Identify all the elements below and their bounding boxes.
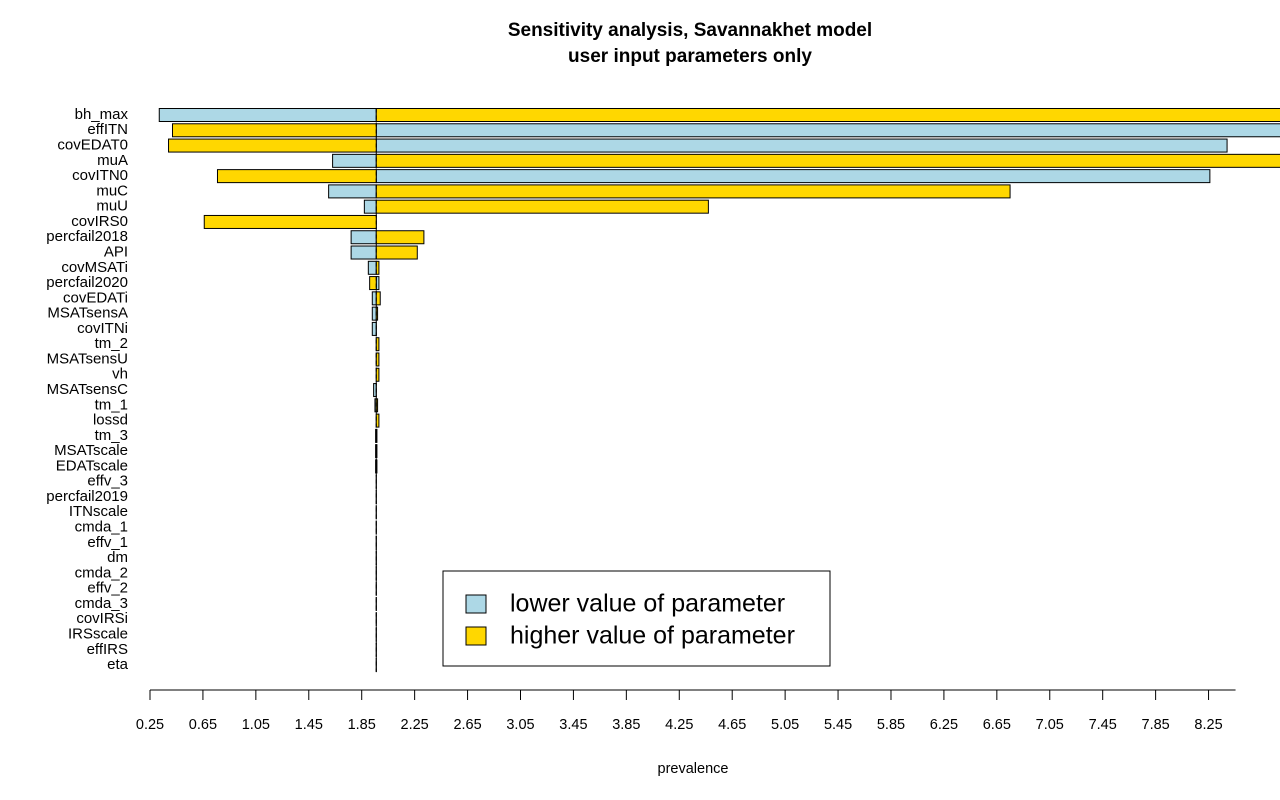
x-tick-label: 1.85 bbox=[348, 717, 376, 733]
category-label: percfail2020 bbox=[46, 274, 128, 291]
category-label: covITNi bbox=[77, 320, 128, 337]
chart-title: Sensitivity analysis, Savannakhet model bbox=[508, 20, 872, 41]
category-label: muC bbox=[96, 182, 128, 199]
category-label: vh bbox=[112, 366, 128, 383]
category-label: muU bbox=[96, 198, 128, 215]
category-label: lossd bbox=[93, 412, 128, 429]
bar bbox=[375, 138, 1228, 153]
bar bbox=[375, 199, 709, 214]
category-label: percfail2019 bbox=[46, 488, 128, 505]
category-label: MSATsensC bbox=[47, 381, 129, 398]
x-tick-label: 0.25 bbox=[136, 717, 164, 733]
x-tick-label: 5.45 bbox=[824, 717, 852, 733]
x-tick-label: 0.65 bbox=[189, 717, 217, 733]
bar bbox=[375, 413, 380, 428]
category-label: covEDATi bbox=[63, 289, 128, 306]
category-label: dm bbox=[107, 549, 128, 566]
category-label: API bbox=[104, 243, 128, 260]
legend-label: higher value of parameter bbox=[510, 622, 795, 650]
bar bbox=[369, 276, 377, 291]
category-label: muA bbox=[97, 152, 128, 169]
x-tick-label: 5.05 bbox=[771, 717, 799, 733]
bar bbox=[216, 169, 377, 184]
x-tick-label: 3.85 bbox=[612, 717, 640, 733]
x-tick-label: 7.05 bbox=[1036, 717, 1064, 733]
x-tick-label: 6.65 bbox=[983, 717, 1011, 733]
bar bbox=[375, 108, 1280, 122]
x-tick-label: 2.25 bbox=[401, 717, 429, 733]
category-label: covIRS0 bbox=[71, 213, 128, 230]
bar bbox=[371, 321, 377, 336]
bar bbox=[375, 153, 1280, 168]
category-label: ITNscale bbox=[69, 503, 128, 520]
category-label: IRSscale bbox=[68, 625, 128, 642]
category-label: tm_3 bbox=[95, 427, 128, 444]
bar bbox=[350, 245, 377, 260]
category-label: cmda_1 bbox=[75, 519, 128, 536]
legend-label: lower value of parameter bbox=[510, 590, 785, 618]
category-label: tm_2 bbox=[95, 335, 128, 352]
category-label: effv_2 bbox=[87, 580, 128, 597]
x-tick-label: 1.05 bbox=[242, 717, 270, 733]
bar bbox=[168, 138, 377, 153]
x-tick-label: 5.85 bbox=[877, 717, 905, 733]
bar bbox=[375, 428, 378, 443]
category-label: effv_3 bbox=[87, 473, 128, 490]
bar bbox=[375, 184, 1011, 199]
bar bbox=[350, 230, 377, 245]
bar bbox=[328, 184, 377, 199]
category-label: EDATscale bbox=[56, 457, 128, 474]
bar bbox=[367, 260, 377, 275]
category-label: effIRS bbox=[87, 641, 128, 658]
category-label: effv_1 bbox=[87, 534, 128, 551]
category-label: covITN0 bbox=[72, 167, 128, 184]
bar bbox=[375, 123, 1280, 138]
legend-swatch bbox=[465, 594, 487, 614]
bar bbox=[171, 123, 377, 138]
x-axis-label: prevalence bbox=[658, 761, 729, 777]
x-tick-label: 8.25 bbox=[1194, 717, 1222, 733]
bar bbox=[158, 108, 377, 122]
bar bbox=[375, 352, 380, 367]
category-label: MSATsensA bbox=[47, 305, 128, 322]
bar bbox=[375, 245, 418, 260]
category-label: covEDAT0 bbox=[57, 137, 128, 154]
bar bbox=[375, 337, 380, 352]
x-tick-label: 4.25 bbox=[665, 717, 693, 733]
bar bbox=[332, 153, 377, 168]
bar bbox=[363, 199, 377, 214]
x-tick-label: 2.65 bbox=[453, 717, 481, 733]
x-tick-label: 1.45 bbox=[295, 717, 323, 733]
bar bbox=[375, 291, 381, 306]
category-label: cmda_3 bbox=[75, 595, 128, 612]
bar bbox=[375, 169, 1211, 184]
bar bbox=[371, 306, 377, 321]
chart-subtitle: user input parameters only bbox=[568, 46, 812, 67]
x-tick-label: 7.85 bbox=[1142, 717, 1170, 733]
legend-swatch bbox=[465, 626, 487, 646]
x-tick-label: 4.65 bbox=[718, 717, 746, 733]
category-label: eta bbox=[107, 656, 129, 673]
category-label: MSATscale bbox=[54, 442, 128, 459]
x-tick-label: 3.05 bbox=[506, 717, 534, 733]
x-tick-label: 7.45 bbox=[1089, 717, 1117, 733]
x-tick-label: 3.45 bbox=[559, 717, 587, 733]
category-label: tm_1 bbox=[95, 396, 128, 413]
category-label: effITN bbox=[87, 121, 128, 138]
category-label: covIRSi bbox=[76, 610, 128, 627]
category-label: bh_max bbox=[75, 106, 129, 123]
category-label: cmda_2 bbox=[75, 564, 128, 581]
category-label: percfail2018 bbox=[46, 228, 128, 245]
x-tick-label: 6.25 bbox=[930, 717, 958, 733]
category-label: MSATsensU bbox=[47, 350, 128, 367]
bar bbox=[375, 260, 380, 275]
bar bbox=[371, 291, 377, 306]
bar bbox=[375, 230, 425, 245]
category-label: covMSATi bbox=[61, 259, 128, 276]
legend-box bbox=[442, 570, 831, 667]
bar bbox=[203, 214, 377, 229]
